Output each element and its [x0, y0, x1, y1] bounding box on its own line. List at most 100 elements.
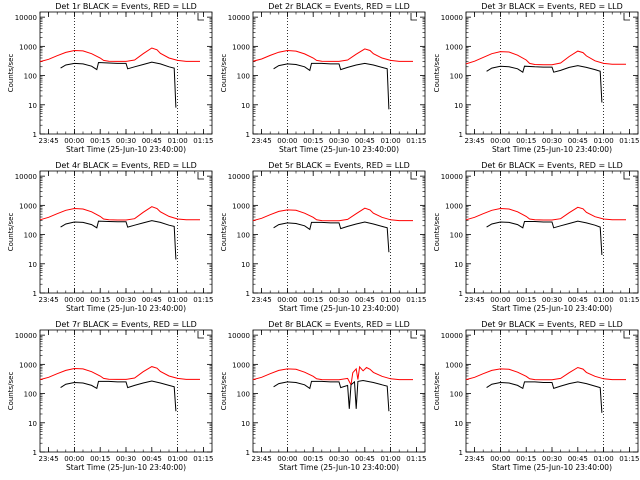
- panel-title: Det 4r BLACK = Events, RED = LLD: [55, 161, 197, 170]
- y-tick-label: 100: [24, 232, 37, 240]
- x-tick-label: 00:15: [90, 137, 110, 145]
- events-rate-line: [486, 220, 603, 256]
- x-tick-label: 00:00: [64, 455, 84, 463]
- x-tick-label: 00:30: [542, 455, 562, 463]
- y-tick-label: 1: [33, 131, 37, 139]
- detector-panel-4: Det 4r BLACK = Events, RED = LLD 1 10 100 10…: [7, 161, 213, 313]
- x-tick-label: 01:15: [619, 137, 639, 145]
- panel-title: Det 8r BLACK = Events, RED = LLD: [268, 320, 410, 329]
- y-tick-label: 1: [246, 290, 250, 298]
- x-tick-label: 23:45: [252, 137, 272, 145]
- x-tick-label: 00:30: [329, 296, 349, 304]
- lld-rate-line: [39, 47, 200, 63]
- x-axis-label: Start Time (25-Jun-10 23:40:00): [492, 145, 612, 154]
- x-tick-label: 00:45: [355, 137, 375, 145]
- y-axis-label: Counts/sec: [7, 54, 15, 93]
- y-tick-label: 10000: [441, 173, 463, 181]
- y-tick-label: 10: [454, 102, 463, 110]
- plot-frame: [252, 329, 426, 453]
- x-tick-label: 01:15: [406, 455, 426, 463]
- x-tick-label: 01:00: [168, 296, 188, 304]
- x-tick-label: 00:15: [90, 455, 110, 463]
- x-tick-label: 00:15: [90, 296, 110, 304]
- y-axis-label: Counts/sec: [220, 54, 228, 93]
- x-tick-label: 01:00: [168, 137, 188, 145]
- y-tick-label: 10000: [441, 332, 463, 340]
- x-tick-label: 00:15: [516, 455, 536, 463]
- y-tick-label: 100: [237, 73, 250, 81]
- panel-title: Det 2r BLACK = Events, RED = LLD: [268, 2, 410, 11]
- x-tick-label: 01:15: [193, 455, 213, 463]
- events-rate-line: [60, 61, 177, 108]
- x-tick-label: 00:45: [568, 296, 588, 304]
- y-tick-label: 10: [454, 420, 463, 428]
- events-rate-line: [60, 380, 177, 412]
- plot-frame: [39, 11, 213, 135]
- lld-rate-line: [465, 206, 626, 221]
- x-tick-label: 01:15: [406, 137, 426, 145]
- y-tick-label: 100: [24, 391, 37, 399]
- x-axis-label: Start Time (25-Jun-10 23:40:00): [279, 463, 399, 472]
- panel-title: Det 9r BLACK = Events, RED = LLD: [481, 320, 623, 329]
- x-axis-label: Start Time (25-Jun-10 23:40:00): [492, 304, 612, 313]
- x-tick-label: 01:00: [381, 296, 401, 304]
- x-axis-label: Start Time (25-Jun-10 23:40:00): [279, 145, 399, 154]
- y-tick-label: 10000: [228, 173, 250, 181]
- corner-marker: [197, 13, 204, 21]
- x-tick-label: 23:45: [465, 455, 485, 463]
- x-tick-label: 00:30: [116, 455, 136, 463]
- x-tick-label: 00:00: [64, 296, 84, 304]
- corner-marker: [197, 331, 204, 339]
- x-tick-label: 01:15: [619, 455, 639, 463]
- x-tick-label: 00:30: [329, 455, 349, 463]
- x-tick-label: 00:30: [329, 137, 349, 145]
- y-tick-label: 1: [459, 131, 463, 139]
- plot-frame: [39, 170, 213, 294]
- y-tick-label: 1000: [232, 43, 250, 51]
- events-rate-line: [273, 221, 390, 253]
- x-tick-label: 00:00: [277, 296, 297, 304]
- x-axis-label: Start Time (25-Jun-10 23:40:00): [66, 463, 186, 472]
- x-tick-label: 00:45: [142, 455, 162, 463]
- y-tick-label: 10000: [228, 332, 250, 340]
- lld-rate-line: [465, 50, 626, 66]
- x-tick-label: 23:45: [252, 455, 272, 463]
- y-tick-label: 100: [237, 232, 250, 240]
- corner-marker: [410, 172, 417, 180]
- x-axis-label: Start Time (25-Jun-10 23:40:00): [279, 304, 399, 313]
- plot-frame: [39, 329, 213, 453]
- lld-rate-line: [252, 48, 413, 62]
- x-tick-label: 01:15: [619, 296, 639, 304]
- y-tick-label: 1000: [19, 43, 37, 51]
- y-tick-label: 10: [454, 261, 463, 269]
- y-tick-label: 1: [459, 290, 463, 298]
- detector-panel-8: Det 8r BLACK = Events, RED = LLD 1 10 100 10…: [220, 320, 426, 472]
- x-axis-label: Start Time (25-Jun-10 23:40:00): [66, 304, 186, 313]
- x-tick-label: 00:30: [116, 296, 136, 304]
- x-tick-label: 00:30: [116, 137, 136, 145]
- x-tick-label: 00:15: [516, 296, 536, 304]
- y-tick-label: 100: [237, 391, 250, 399]
- x-tick-label: 00:15: [516, 137, 536, 145]
- y-tick-label: 1: [459, 449, 463, 457]
- x-tick-label: 01:00: [381, 455, 401, 463]
- detector-panel-2: Det 2r BLACK = Events, RED = LLD 1 10 100 10…: [220, 2, 426, 154]
- plot-frame: [252, 170, 426, 294]
- y-tick-label: 1: [33, 290, 37, 298]
- y-tick-label: 1000: [232, 361, 250, 369]
- y-axis-label: Counts/sec: [433, 213, 441, 252]
- y-tick-label: 10: [28, 420, 37, 428]
- detector-panel-5: Det 5r BLACK = Events, RED = LLD 1 10 100 10…: [220, 161, 426, 313]
- x-tick-label: 01:00: [381, 137, 401, 145]
- y-tick-label: 1000: [445, 43, 463, 51]
- y-tick-label: 100: [24, 73, 37, 81]
- plot-frame: [465, 170, 639, 294]
- corner-marker: [623, 172, 630, 180]
- events-rate-line: [486, 65, 603, 103]
- x-tick-label: 00:00: [64, 137, 84, 145]
- events-rate-line: [273, 379, 390, 412]
- lld-rate-line: [39, 366, 200, 381]
- corner-marker: [623, 331, 630, 339]
- y-axis-label: Counts/sec: [220, 213, 228, 252]
